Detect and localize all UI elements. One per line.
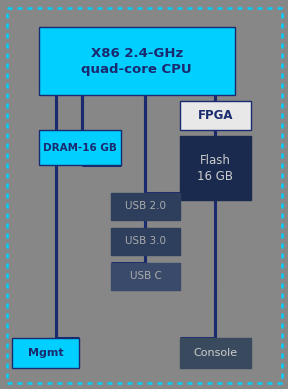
FancyBboxPatch shape <box>111 263 180 290</box>
FancyBboxPatch shape <box>180 136 251 200</box>
FancyBboxPatch shape <box>111 193 180 220</box>
Text: Mgmt: Mgmt <box>28 348 63 358</box>
Text: USB 2.0: USB 2.0 <box>125 201 166 211</box>
Text: Flash
16 GB: Flash 16 GB <box>197 154 233 183</box>
FancyBboxPatch shape <box>111 228 180 255</box>
FancyBboxPatch shape <box>39 130 121 165</box>
FancyBboxPatch shape <box>12 338 79 368</box>
FancyBboxPatch shape <box>180 101 251 130</box>
Text: FPGA: FPGA <box>198 109 233 122</box>
Text: X86 2.4-GHz
quad-core CPU: X86 2.4-GHz quad-core CPU <box>82 47 192 76</box>
FancyBboxPatch shape <box>180 338 251 368</box>
Text: DRAM-16 GB: DRAM-16 GB <box>43 143 117 153</box>
Text: USB C: USB C <box>130 271 161 281</box>
Text: USB 3.0: USB 3.0 <box>125 236 166 246</box>
Text: Console: Console <box>193 348 237 358</box>
FancyBboxPatch shape <box>39 27 235 95</box>
